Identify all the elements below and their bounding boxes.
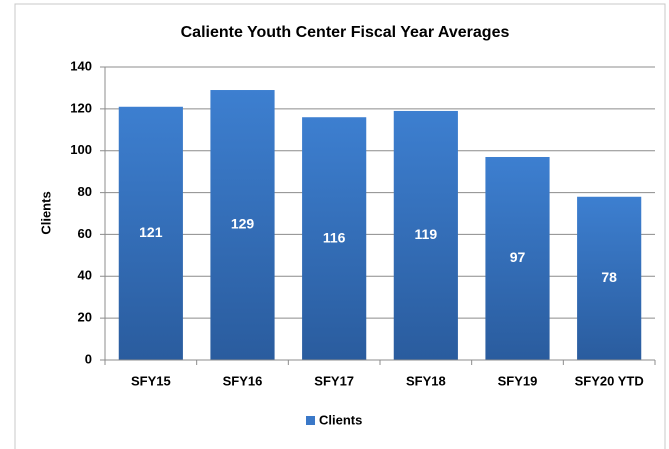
legend-swatch <box>306 416 315 425</box>
chart-title: Caliente Youth Center Fiscal Year Averag… <box>181 24 510 41</box>
x-tick-label: SFY18 <box>406 373 446 388</box>
y-tick-label: 20 <box>78 310 92 325</box>
y-tick-label: 120 <box>70 100 92 115</box>
data-label: 97 <box>510 249 526 265</box>
x-tick-label: SFY19 <box>498 373 538 388</box>
y-axis-label: Clients <box>38 191 53 234</box>
data-label: 129 <box>231 216 255 232</box>
x-tick-label: SFY20 YTD <box>575 373 644 388</box>
data-label: 121 <box>139 224 163 240</box>
y-tick-label: 140 <box>70 58 92 73</box>
bar <box>302 117 367 360</box>
bar <box>577 196 642 360</box>
bar <box>485 156 550 360</box>
data-label: 119 <box>415 226 438 242</box>
legend-label: Clients <box>319 412 362 427</box>
x-tick-label: SFY15 <box>131 373 171 388</box>
x-tick-label: SFY17 <box>314 373 354 388</box>
y-tick-label: 100 <box>70 142 92 157</box>
y-tick-label: 0 <box>85 351 92 366</box>
y-tick-label: 40 <box>78 268 92 283</box>
bar <box>393 110 458 360</box>
y-tick-label: 80 <box>78 184 92 199</box>
x-tick-label: SFY16 <box>223 373 263 388</box>
bar <box>210 90 275 361</box>
y-tick-label: 60 <box>78 226 92 241</box>
data-label: 116 <box>323 229 346 245</box>
data-label: 78 <box>601 269 617 285</box>
bar <box>118 106 183 360</box>
